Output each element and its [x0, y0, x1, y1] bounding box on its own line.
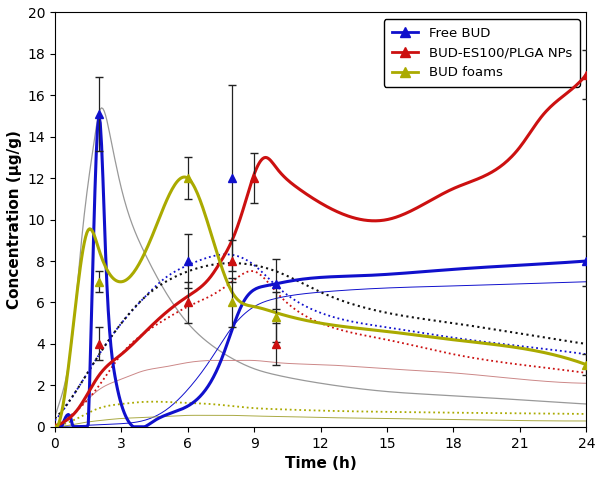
X-axis label: Time (h): Time (h) [285, 456, 356, 471]
Legend: Free BUD, BUD-ES100/PLGA NPs, BUD foams: Free BUD, BUD-ES100/PLGA NPs, BUD foams [383, 19, 580, 87]
Y-axis label: Concentration (μg/g): Concentration (μg/g) [7, 130, 22, 309]
